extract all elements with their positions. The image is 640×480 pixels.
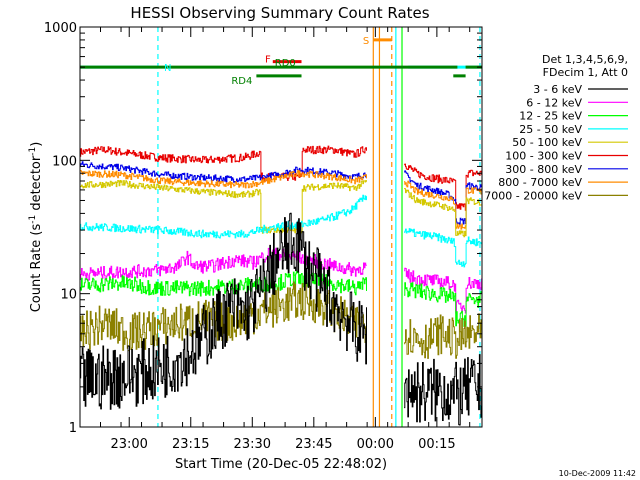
series-line <box>404 313 483 359</box>
y-axis-label-sup: -1 <box>28 215 38 224</box>
x-tick-label: 23:45 <box>295 437 332 452</box>
series-line <box>404 188 482 238</box>
series-line <box>404 282 483 327</box>
x-tick-label: 23:00 <box>110 437 147 452</box>
series-line <box>80 169 367 189</box>
legend-entry-label: 100 - 300 keV <box>505 150 582 163</box>
axes: 1 10 100 1000 23:00 23:15 23:30 23:45 00:00 00:15 <box>44 21 482 452</box>
series-line <box>80 194 367 239</box>
x-tick-label: 23:30 <box>234 437 271 452</box>
series-line <box>80 145 367 182</box>
legend-entry-label: 12 - 25 keV <box>519 110 582 123</box>
flag-label-s: S <box>363 36 369 47</box>
series-line <box>404 228 483 268</box>
series-line <box>404 163 483 211</box>
y-axis-label-end: ) <box>29 142 44 147</box>
flag-label-rd4: RD4 <box>231 76 252 87</box>
x-tick-label: 23:15 <box>172 437 209 452</box>
y-tick-label: 1 <box>69 421 77 436</box>
x-tick-label: 00:00 <box>357 437 394 452</box>
y-axis-label-main: Count Rate (s <box>29 224 44 313</box>
chart-title: HESSI Observing Summary Count Rates <box>130 4 429 22</box>
legend-entry-label: 25 - 50 keV <box>519 123 582 136</box>
y-axis-label: Count Rate (s-1 detector-1) <box>28 142 44 313</box>
legend-header: Det 1,3,4,5,6,9, <box>542 53 628 66</box>
series-line <box>404 180 483 230</box>
flag-label-rd0: RD0 <box>275 58 296 69</box>
plot-frame <box>79 26 483 428</box>
y-axis-label-sup2: -1 <box>28 147 38 156</box>
x-axis-label: Start Time (20-Dec-05 22:48:02) <box>175 457 387 472</box>
y-tick-label: 1000 <box>44 21 77 36</box>
series-line <box>404 354 483 426</box>
legend: Det 1,3,4,5,6,9,FDecim 1, Att 0 3 - 6 keV… <box>484 53 628 202</box>
legend-entry-label: 50 - 100 keV <box>512 136 582 149</box>
series-line <box>80 270 367 297</box>
legend-entry-label: 7000 - 20000 keV <box>484 189 582 202</box>
legend-entry-label: 300 - 800 keV <box>505 163 582 176</box>
generated-timestamp: 10-Dec-2009 11:42 <box>559 469 636 478</box>
legend-entry-label: 6 - 12 keV <box>526 96 582 109</box>
series-line <box>80 180 367 234</box>
series-line <box>404 170 483 225</box>
x-tick-label: 00:15 <box>418 437 455 452</box>
y-tick-label: 10 <box>60 288 77 303</box>
flag-label-f: F <box>265 55 271 66</box>
legend-entry-label: 3 - 6 keV <box>533 83 582 96</box>
flag-label-n: N <box>164 63 171 74</box>
series-line <box>80 212 367 410</box>
y-axis-label-mid: detector <box>29 155 44 215</box>
plot-area: N S F RD0 RD4 <box>80 27 483 427</box>
y-tick-label: 100 <box>52 154 77 169</box>
legend-entry-label: 800 - 7000 keV <box>498 176 582 189</box>
legend-header: FDecim 1, Att 0 <box>543 66 628 79</box>
